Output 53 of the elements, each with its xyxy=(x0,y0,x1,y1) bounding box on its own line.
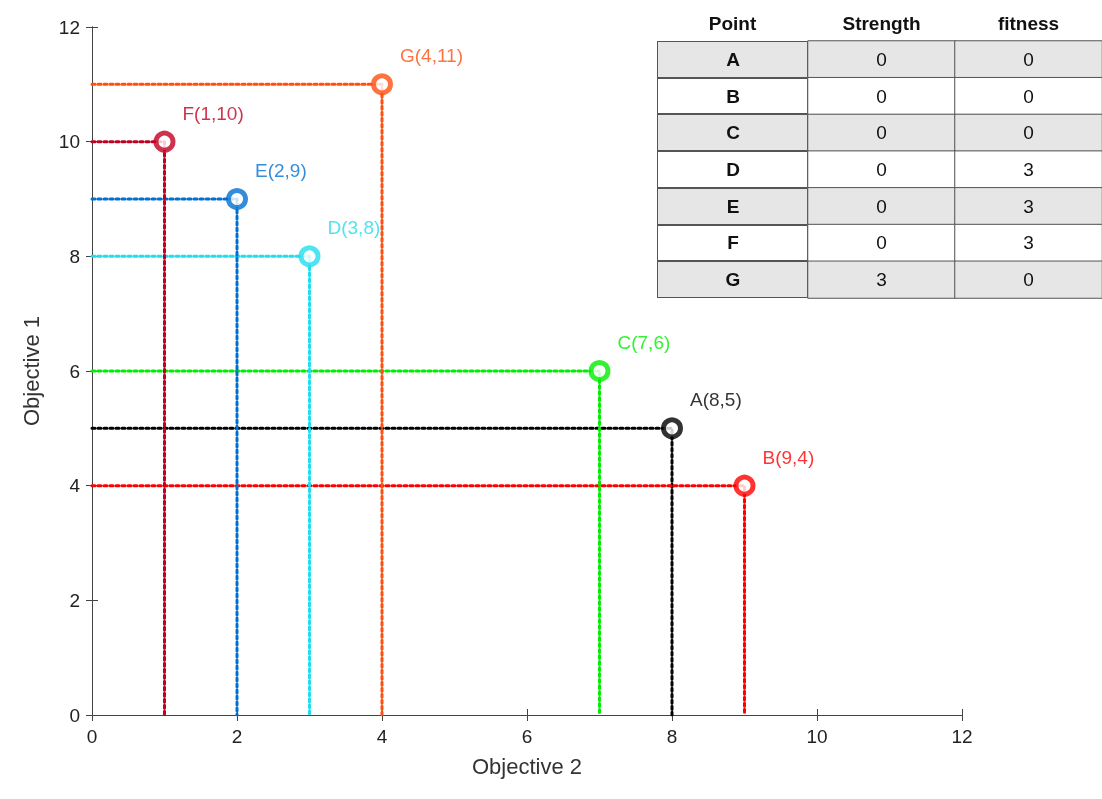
point xyxy=(733,474,756,497)
y-tick-label: A xyxy=(726,48,741,70)
x-tick-label: 6 xyxy=(521,726,533,747)
y-tick-label: 6 xyxy=(69,360,80,382)
data-label: 3 xyxy=(1023,195,1034,217)
x-tick-label: fitness xyxy=(997,13,1060,34)
y-tick-label: F xyxy=(727,232,739,254)
data-label: 0 xyxy=(876,85,887,107)
data-label: 0 xyxy=(1023,48,1034,70)
annotation: C(7,6) xyxy=(617,332,671,353)
x-tick-label: 10 xyxy=(806,726,828,747)
data-label: 0 xyxy=(876,195,887,217)
y-tick-label: 2 xyxy=(69,589,80,611)
x-tick-label: 4 xyxy=(376,726,388,747)
data-label: 0 xyxy=(876,232,887,254)
x-tick-label: Strength xyxy=(842,13,921,34)
point xyxy=(371,73,393,96)
y-tick-label: B xyxy=(726,85,740,107)
data-label: 0 xyxy=(1023,85,1034,107)
y-axis-title: Objective 1 xyxy=(18,315,44,427)
annotation: G(4,11) xyxy=(400,45,464,67)
point xyxy=(661,417,683,440)
data-label: 0 xyxy=(876,122,887,144)
annotation: E(2,9) xyxy=(255,160,307,181)
data-label: 3 xyxy=(876,269,887,291)
x-tick-label: 0 xyxy=(86,726,98,747)
y-axis-title: Point xyxy=(708,13,757,34)
y-tick-label: C xyxy=(726,122,741,144)
x-tick-label: 12 xyxy=(951,726,973,747)
x-axis-title: Objective 2 xyxy=(471,753,583,779)
y-tick-label: 4 xyxy=(69,475,81,497)
x-tick-label: 2 xyxy=(231,726,243,747)
annotation: A(8,5) xyxy=(690,389,742,411)
annotation: F(1,10) xyxy=(182,102,244,124)
data-label: 0 xyxy=(876,159,887,180)
annotation: B(9,4) xyxy=(762,446,815,468)
y-tick-label: 8 xyxy=(69,245,80,267)
y-tick-label: 10 xyxy=(58,131,80,153)
y-tick-label: E xyxy=(726,195,740,217)
data-label: 3 xyxy=(1023,159,1034,180)
point xyxy=(226,188,248,210)
y-tick-label: 0 xyxy=(69,704,80,726)
y-tick-label: G xyxy=(725,269,741,291)
y-tick-label: D xyxy=(726,159,740,180)
point xyxy=(153,130,176,153)
data-label: 0 xyxy=(1023,122,1034,144)
annotation: D(3,8) xyxy=(327,217,381,239)
data-label: 0 xyxy=(876,48,887,70)
point xyxy=(298,245,321,268)
data-label: 0 xyxy=(1023,269,1034,291)
point xyxy=(588,360,611,382)
x-tick-label: 8 xyxy=(666,726,678,747)
data-label: 3 xyxy=(1023,232,1034,254)
